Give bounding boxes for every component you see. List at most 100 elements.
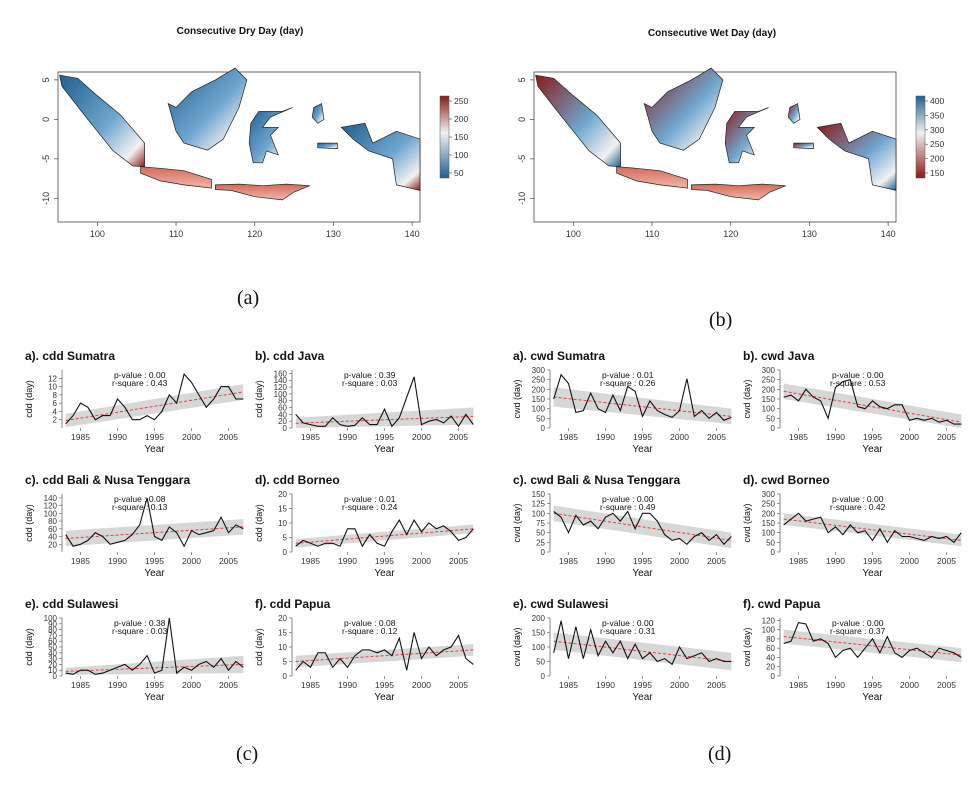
series-line [553, 373, 732, 421]
y-tick-label: 75 [536, 519, 545, 528]
x-tick-label: 1990 [826, 556, 845, 566]
x-axis-label: Year [374, 692, 395, 703]
y-tick-label: 150 [532, 395, 546, 404]
y-tick-label: 100 [762, 529, 776, 538]
rsquare-annotation: r-square : 0.49 [600, 502, 656, 512]
y-tick-label: 0 [541, 672, 546, 681]
x-tick-label: 2000 [670, 680, 689, 690]
x-tick-label: 1995 [145, 556, 164, 566]
x-axis-label: Year [862, 444, 883, 455]
y-tick-label: 15 [278, 629, 287, 638]
x-tick-label: 2005 [449, 680, 468, 690]
y-axis-label: cwd (day) [512, 379, 522, 418]
x-tick-label: 1995 [863, 680, 882, 690]
x-tick-label: 2000 [900, 556, 919, 566]
x-tick-label: 1990 [108, 556, 127, 566]
series-line [553, 510, 732, 546]
y-tick-label: 90 [48, 620, 57, 629]
island-papua [340, 122, 421, 191]
rsquare-annotation: r-square : 0.37 [830, 626, 886, 636]
map-b-title: Consecutive Wet Day (day) [647, 28, 777, 39]
y-tick-label: 250 [762, 500, 776, 509]
x-tick-label: 2000 [182, 680, 201, 690]
y-tick-label: 20 [278, 614, 287, 623]
x-tick-label: 1985 [301, 680, 320, 690]
subplot-title: c). cdd Bali & Nusa Tenggara [25, 473, 190, 487]
y-tick-label: 60 [48, 525, 57, 534]
y-tick-label: 40 [766, 653, 775, 662]
y-tick-label: 20 [766, 663, 775, 672]
y-tick-label: 100 [532, 643, 546, 652]
y-axis-label: cdd (day) [24, 504, 34, 542]
pvalue-annotation: p-value : 0.00 [114, 370, 166, 380]
y-tick-label: -10 [517, 192, 527, 205]
y-tick-label: 10 [48, 666, 57, 675]
y-tick-label: 125 [532, 500, 546, 509]
colorbar-tick-label: 350 [930, 110, 944, 120]
x-tick-label: 2000 [182, 556, 201, 566]
x-tick-label: 1995 [145, 432, 164, 442]
y-tick-label: 140 [274, 376, 288, 385]
rsquare-annotation: r-square : 0.53 [830, 378, 886, 388]
subplot: f). cdd Papua 0 5 10 15 20 1985 1990 1995 2000 200… [254, 597, 474, 703]
y-tick-label: 100 [44, 509, 58, 518]
series-line [65, 372, 244, 425]
x-tick-label: 100 [566, 229, 581, 239]
x-tick-label: 2005 [937, 432, 956, 442]
y-tick-label: 70 [48, 631, 57, 640]
x-axis-label: Year [374, 568, 395, 579]
y-tick-label: 150 [762, 395, 776, 404]
subplot-title: b). cdd Java [255, 349, 325, 363]
rsquare-annotation: r-square : 0.13 [112, 502, 168, 512]
island-borneo [167, 67, 248, 151]
x-tick-label: 140 [405, 229, 420, 239]
x-tick-label: 1990 [108, 432, 127, 442]
map-a-title: Consecutive Dry Day (day) [176, 26, 304, 37]
x-axis-label: Year [632, 568, 653, 579]
subplot: d). cdd Borneo 0 5 10 15 20 1985 1990 1995 2000 20… [254, 473, 474, 579]
island-java [140, 166, 212, 189]
y-tick-label: 10 [278, 519, 287, 528]
panel-label-a: (a) [237, 287, 260, 309]
colorbar-tick-label: 200 [930, 154, 944, 164]
y-tick-label: 0 [771, 672, 776, 681]
x-axis-label: Year [862, 692, 883, 703]
y-tick-label: 8 [53, 391, 58, 400]
confidence-band [553, 505, 732, 549]
colorbar [915, 95, 926, 179]
colorbar-tick-label: 150 [930, 168, 944, 178]
x-tick-label: 110 [645, 229, 659, 239]
x-tick-label: 2005 [937, 680, 956, 690]
x-tick-label: 2005 [707, 432, 726, 442]
y-tick-label: -5 [517, 155, 527, 163]
x-tick-label: 2000 [412, 556, 431, 566]
island-maluku [787, 103, 801, 124]
x-tick-label: 2005 [937, 556, 956, 566]
y-tick-label: 200 [532, 614, 546, 623]
y-tick-label: -10 [41, 192, 51, 205]
colorbar-tick-label: 150 [454, 132, 468, 142]
colorbar-tick-label: 250 [454, 96, 468, 106]
y-tick-label: 300 [762, 490, 776, 499]
confidence-band [65, 519, 244, 547]
island-nusa-tenggara [215, 183, 310, 201]
series-line [295, 518, 474, 548]
y-tick-label: 200 [532, 385, 546, 394]
island-java [616, 166, 688, 189]
y-tick-label: 40 [278, 410, 287, 419]
y-tick-label: 0 [283, 424, 288, 433]
y-tick-label: 140 [44, 494, 58, 503]
y-tick-label: 50 [48, 643, 57, 652]
pvalue-annotation: p-value : 0.00 [832, 370, 884, 380]
island-borneo [643, 67, 724, 151]
island-sumatra [535, 74, 621, 168]
x-tick-label: 1985 [71, 432, 90, 442]
x-tick-label: 2000 [670, 556, 689, 566]
x-axis-label: Year [144, 692, 165, 703]
y-tick-label: 0 [41, 117, 51, 122]
